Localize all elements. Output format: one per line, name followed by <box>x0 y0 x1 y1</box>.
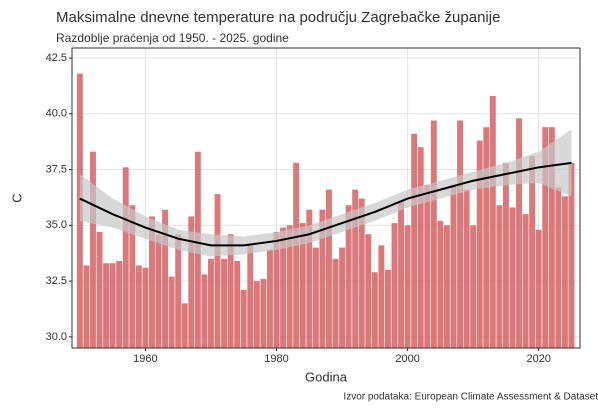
bar <box>457 120 463 348</box>
bar <box>103 263 110 348</box>
bar <box>502 162 509 348</box>
bar <box>267 249 273 348</box>
bar <box>430 120 437 348</box>
caption: Izvor podataka: European Climate Assessm… <box>343 392 598 403</box>
bar <box>522 214 529 348</box>
trend-line <box>79 161 572 247</box>
chart-title: Maksimalne dnevne temperature na područj… <box>56 9 500 26</box>
bar <box>345 205 352 348</box>
x-tick-label: 1960 <box>133 353 157 365</box>
x-axis-label: Godina <box>305 369 348 384</box>
bar <box>332 258 339 348</box>
bar <box>214 194 221 348</box>
bar <box>312 247 319 348</box>
bar <box>221 258 228 348</box>
y-tick-label: 32.5 <box>46 275 67 287</box>
bar <box>365 234 372 348</box>
bar <box>463 189 470 348</box>
y-tick-label: 42.5 <box>46 52 67 64</box>
bar <box>286 225 293 348</box>
bar <box>306 209 313 348</box>
bar <box>398 200 405 348</box>
bar <box>443 225 450 348</box>
y-tick-label: 30.0 <box>46 331 67 343</box>
bar <box>155 234 162 348</box>
bar <box>496 205 503 348</box>
bar <box>339 247 346 348</box>
bar <box>162 209 169 348</box>
bar <box>542 127 549 348</box>
bar <box>96 232 103 348</box>
x-tick-label: 2000 <box>395 353 419 365</box>
bar <box>424 185 431 348</box>
bar <box>129 205 136 348</box>
bar <box>384 269 391 348</box>
bar <box>411 133 418 348</box>
y-tick-label: 35.0 <box>46 219 67 231</box>
bar <box>483 127 490 348</box>
bar <box>253 281 260 348</box>
bar <box>358 198 365 348</box>
bar <box>326 189 332 348</box>
y-tick-label: 37.5 <box>46 163 67 175</box>
bar <box>149 216 155 348</box>
x-tick-label: 2020 <box>526 353 550 365</box>
bar <box>352 189 359 348</box>
bar <box>509 207 516 348</box>
bar <box>378 245 385 348</box>
bar <box>299 223 306 348</box>
bar <box>476 140 483 348</box>
bar <box>548 127 555 348</box>
bar <box>450 185 457 348</box>
bar <box>168 276 175 348</box>
bar <box>391 223 398 348</box>
bar <box>135 265 142 348</box>
bar <box>404 225 411 348</box>
bar <box>109 263 116 348</box>
bar <box>247 245 254 348</box>
bar <box>240 290 247 348</box>
bar <box>116 261 123 348</box>
bar <box>181 303 188 348</box>
bar <box>188 216 195 348</box>
bar <box>470 225 477 348</box>
bar <box>529 156 536 348</box>
bar <box>417 147 424 348</box>
bar <box>516 118 522 348</box>
bar <box>280 227 287 348</box>
y-tick-label: 40.0 <box>46 108 67 120</box>
bar <box>371 272 378 348</box>
bar <box>142 267 149 348</box>
bar <box>293 162 300 348</box>
y-axis-label: C <box>9 193 24 202</box>
confidence-band <box>79 129 572 257</box>
plot-border <box>71 47 581 349</box>
bar <box>489 95 496 349</box>
bar <box>90 151 96 348</box>
bar <box>260 278 267 348</box>
bar <box>561 196 568 348</box>
chart-subtitle: Razdoblje praćenja od 1950. - 2025. godi… <box>56 31 289 45</box>
bar <box>437 220 444 348</box>
bar <box>175 234 182 348</box>
bar <box>234 261 241 348</box>
x-tick-label: 1980 <box>264 353 288 365</box>
bar <box>273 232 280 348</box>
bar <box>568 162 575 348</box>
bar <box>535 229 542 348</box>
bar <box>208 258 214 348</box>
bar <box>122 167 129 348</box>
bar <box>555 187 562 348</box>
bar <box>201 274 208 348</box>
bar <box>83 265 90 348</box>
bar <box>319 209 326 348</box>
bar <box>227 234 234 348</box>
